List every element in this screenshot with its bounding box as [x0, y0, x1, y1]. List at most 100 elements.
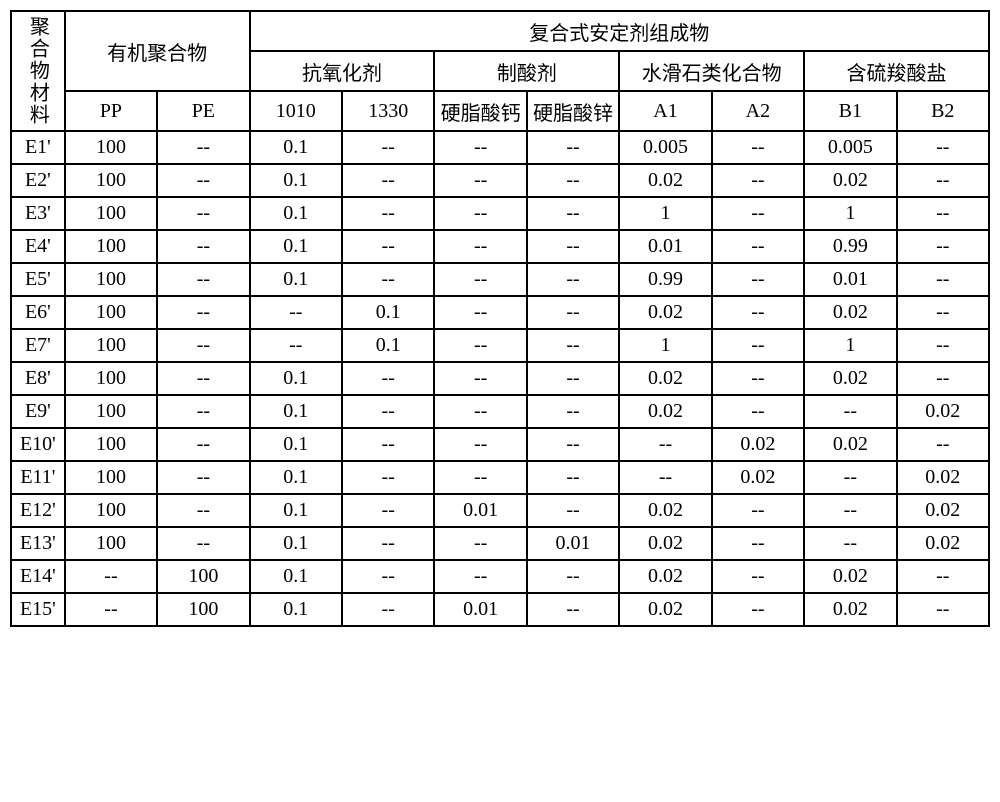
cell-A1: 0.02	[619, 164, 711, 197]
cell-B1: 1	[804, 329, 896, 362]
col-antioxidant: 抗氧化剂	[250, 51, 435, 91]
col-ca-stearate: 硬脂酸钙	[434, 91, 526, 131]
cell-B2: --	[897, 197, 989, 230]
cell-B1: 0.99	[804, 230, 896, 263]
cell-a1010: 0.1	[250, 494, 342, 527]
col-pe: PE	[157, 91, 249, 131]
cell-pp: 100	[65, 296, 157, 329]
composition-table: 聚合物材料 有机聚合物 复合式安定剂组成物 抗氧化剂 制酸剂 水滑石类化合物 含…	[10, 10, 990, 627]
cell-a1010: --	[250, 329, 342, 362]
cell-ca: --	[434, 560, 526, 593]
cell-B2: --	[897, 164, 989, 197]
cell-id: E6'	[11, 296, 65, 329]
cell-zn: --	[527, 461, 619, 494]
cell-zn: --	[527, 197, 619, 230]
cell-A1: 0.02	[619, 296, 711, 329]
cell-pp: 100	[65, 230, 157, 263]
cell-A2: --	[712, 593, 804, 626]
cell-id: E2'	[11, 164, 65, 197]
cell-a1330: --	[342, 428, 434, 461]
cell-id: E14'	[11, 560, 65, 593]
cell-ca: --	[434, 329, 526, 362]
cell-A1: 0.02	[619, 494, 711, 527]
table-row: E7'100----0.1----1--1--	[11, 329, 989, 362]
cell-pe: --	[157, 395, 249, 428]
cell-A2: 0.02	[712, 461, 804, 494]
cell-A2: --	[712, 131, 804, 164]
col-sulfur: 含硫羧酸盐	[804, 51, 989, 91]
cell-a1010: 0.1	[250, 197, 342, 230]
cell-zn: --	[527, 362, 619, 395]
cell-a1010: 0.1	[250, 461, 342, 494]
col-stabilizer: 复合式安定剂组成物	[250, 11, 989, 51]
table-row: E15'--1000.1--0.01--0.02--0.02--	[11, 593, 989, 626]
cell-B1: 0.005	[804, 131, 896, 164]
cell-a1010: 0.1	[250, 362, 342, 395]
cell-B2: 0.02	[897, 494, 989, 527]
cell-A1: 0.02	[619, 395, 711, 428]
cell-pp: 100	[65, 329, 157, 362]
cell-ca: --	[434, 362, 526, 395]
cell-B2: 0.02	[897, 461, 989, 494]
table-row: E5'100--0.1------0.99--0.01--	[11, 263, 989, 296]
cell-B1: --	[804, 395, 896, 428]
cell-pe: --	[157, 164, 249, 197]
cell-ca: --	[434, 461, 526, 494]
cell-a1330: --	[342, 593, 434, 626]
table-row: E10'100--0.1--------0.020.02--	[11, 428, 989, 461]
cell-ca: 0.01	[434, 494, 526, 527]
cell-pe: --	[157, 527, 249, 560]
cell-ca: --	[434, 230, 526, 263]
cell-A1: 0.02	[619, 527, 711, 560]
cell-B2: --	[897, 263, 989, 296]
cell-a1010: 0.1	[250, 593, 342, 626]
cell-A2: --	[712, 230, 804, 263]
cell-ca: --	[434, 296, 526, 329]
cell-B1: 1	[804, 197, 896, 230]
cell-pe: --	[157, 296, 249, 329]
cell-A1: 0.02	[619, 362, 711, 395]
cell-A2: --	[712, 527, 804, 560]
cell-pe: 100	[157, 593, 249, 626]
cell-a1010: 0.1	[250, 395, 342, 428]
cell-pe: --	[157, 362, 249, 395]
cell-ca: --	[434, 527, 526, 560]
cell-B2: --	[897, 296, 989, 329]
cell-A1: 1	[619, 197, 711, 230]
cell-a1330: --	[342, 395, 434, 428]
cell-A1: --	[619, 461, 711, 494]
cell-pp: 100	[65, 164, 157, 197]
cell-pp: 100	[65, 494, 157, 527]
cell-A1: 0.99	[619, 263, 711, 296]
col-material: 聚合物材料	[11, 11, 65, 131]
cell-zn: --	[527, 428, 619, 461]
cell-A2: --	[712, 164, 804, 197]
cell-zn: --	[527, 329, 619, 362]
cell-id: E1'	[11, 131, 65, 164]
cell-B2: 0.02	[897, 527, 989, 560]
cell-A1: 1	[619, 329, 711, 362]
cell-a1010: 0.1	[250, 131, 342, 164]
cell-A2: --	[712, 329, 804, 362]
cell-pe: --	[157, 461, 249, 494]
cell-id: E3'	[11, 197, 65, 230]
cell-pe: --	[157, 494, 249, 527]
header-row-3: PP PE 1010 1330 硬脂酸钙 硬脂酸锌 A1 A2 B1 B2	[11, 91, 989, 131]
cell-pp: 100	[65, 362, 157, 395]
cell-B1: 0.02	[804, 428, 896, 461]
cell-id: E8'	[11, 362, 65, 395]
table-row: E8'100--0.1------0.02--0.02--	[11, 362, 989, 395]
cell-pp: 100	[65, 395, 157, 428]
cell-A1: 0.005	[619, 131, 711, 164]
cell-id: E10'	[11, 428, 65, 461]
cell-pp: 100	[65, 263, 157, 296]
cell-pe: --	[157, 428, 249, 461]
cell-a1330: --	[342, 362, 434, 395]
cell-zn: --	[527, 494, 619, 527]
cell-ca: --	[434, 164, 526, 197]
cell-A2: 0.02	[712, 428, 804, 461]
cell-a1330: --	[342, 197, 434, 230]
cell-a1330: --	[342, 263, 434, 296]
cell-pp: 100	[65, 527, 157, 560]
col-organic-polymer: 有机聚合物	[65, 11, 250, 91]
